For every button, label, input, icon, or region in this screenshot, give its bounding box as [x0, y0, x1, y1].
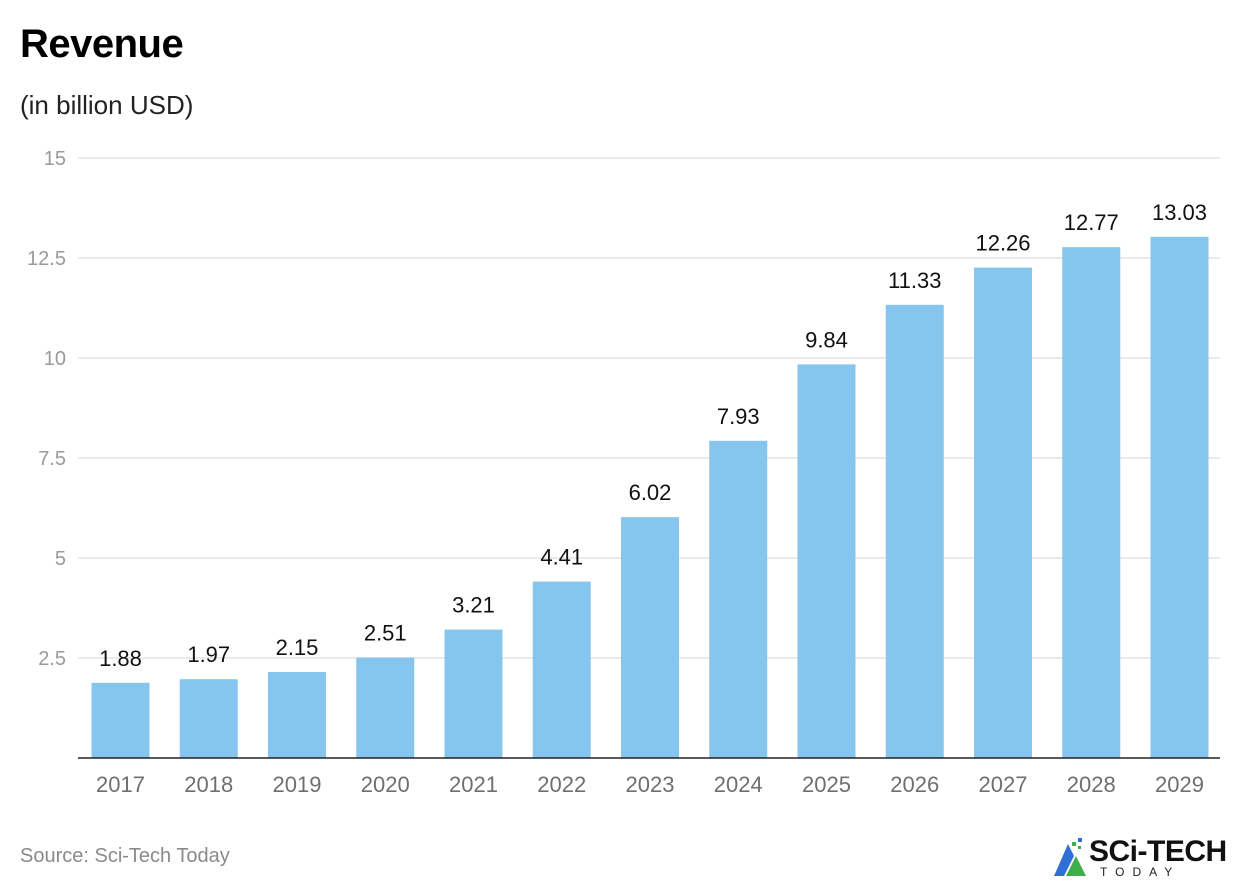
x-tick-label: 2022 — [537, 772, 586, 797]
bar — [444, 629, 503, 758]
x-tick-label: 2025 — [802, 772, 851, 797]
bar — [91, 682, 150, 758]
y-tick-label: 10 — [44, 348, 66, 370]
x-tick-label: 2027 — [979, 772, 1028, 797]
bar-chart: 2.5 5 7.5 10 12.5 15 1.88 1.97 2.15 2.51 3.21 4.41… — [27, 148, 1220, 797]
x-tick-label: 2023 — [626, 772, 675, 797]
chart-title: Revenue — [20, 22, 184, 66]
x-tick-label: 2021 — [449, 772, 498, 797]
data-label: 1.97 — [187, 642, 230, 667]
bar — [1150, 236, 1209, 759]
bar — [797, 364, 856, 758]
y-tick-label: 2.5 — [38, 648, 66, 670]
bar — [709, 440, 768, 758]
y-axis-ticks: 2.5 5 7.5 10 12.5 15 — [27, 148, 66, 670]
chart-subtitle: (in billion USD) — [20, 90, 194, 120]
bar — [356, 657, 415, 758]
bar — [621, 517, 679, 758]
data-labels: 1.88 1.97 2.15 2.51 3.21 4.41 6.02 7.93 9.84 11.3… — [99, 200, 1207, 671]
data-label: 11.33 — [888, 268, 941, 293]
data-label: 9.84 — [805, 327, 848, 352]
x-tick-label: 2029 — [1155, 772, 1204, 797]
x-tick-label: 2019 — [273, 772, 322, 797]
y-tick-label: 15 — [44, 148, 66, 170]
bar — [1062, 247, 1121, 758]
data-label: 3.21 — [452, 593, 495, 618]
logo-text-main: SCi-TECH — [1089, 835, 1227, 868]
bar — [885, 304, 944, 758]
data-label: 2.51 — [364, 621, 407, 646]
data-label: 12.26 — [975, 231, 1030, 256]
data-label: 1.88 — [99, 646, 142, 671]
bar — [974, 267, 1032, 758]
x-tick-label: 2020 — [361, 772, 410, 797]
y-tick-label: 12.5 — [27, 248, 66, 270]
data-label: 12.77 — [1064, 210, 1119, 235]
x-tick-label: 2028 — [1067, 772, 1116, 797]
bars — [91, 236, 1209, 759]
logo-text-sub: TODAY — [1100, 865, 1181, 879]
bar — [179, 679, 238, 758]
y-tick-label: 7.5 — [38, 448, 66, 470]
source-note: Source: Sci-Tech Today — [20, 845, 230, 867]
data-label: 4.41 — [540, 545, 583, 570]
bar — [268, 672, 326, 758]
y-tick-label: 5 — [55, 548, 66, 570]
x-tick-label: 2018 — [184, 772, 233, 797]
x-tick-label: 2024 — [714, 772, 763, 797]
sci-tech-today-logo: SCi-TECH TODAY — [1052, 836, 1232, 882]
bar — [532, 581, 591, 758]
x-tick-label: 2026 — [890, 772, 939, 797]
data-label: 7.93 — [717, 404, 760, 429]
x-tick-label: 2017 — [96, 772, 145, 797]
logo-mark-icon — [1054, 838, 1086, 876]
x-axis-ticks: 2017 2018 2019 2020 2021 2022 2023 2024 2025 2026… — [96, 772, 1204, 797]
data-label: 13.03 — [1152, 200, 1207, 225]
data-label: 6.02 — [629, 480, 672, 505]
data-label: 2.15 — [276, 635, 319, 660]
